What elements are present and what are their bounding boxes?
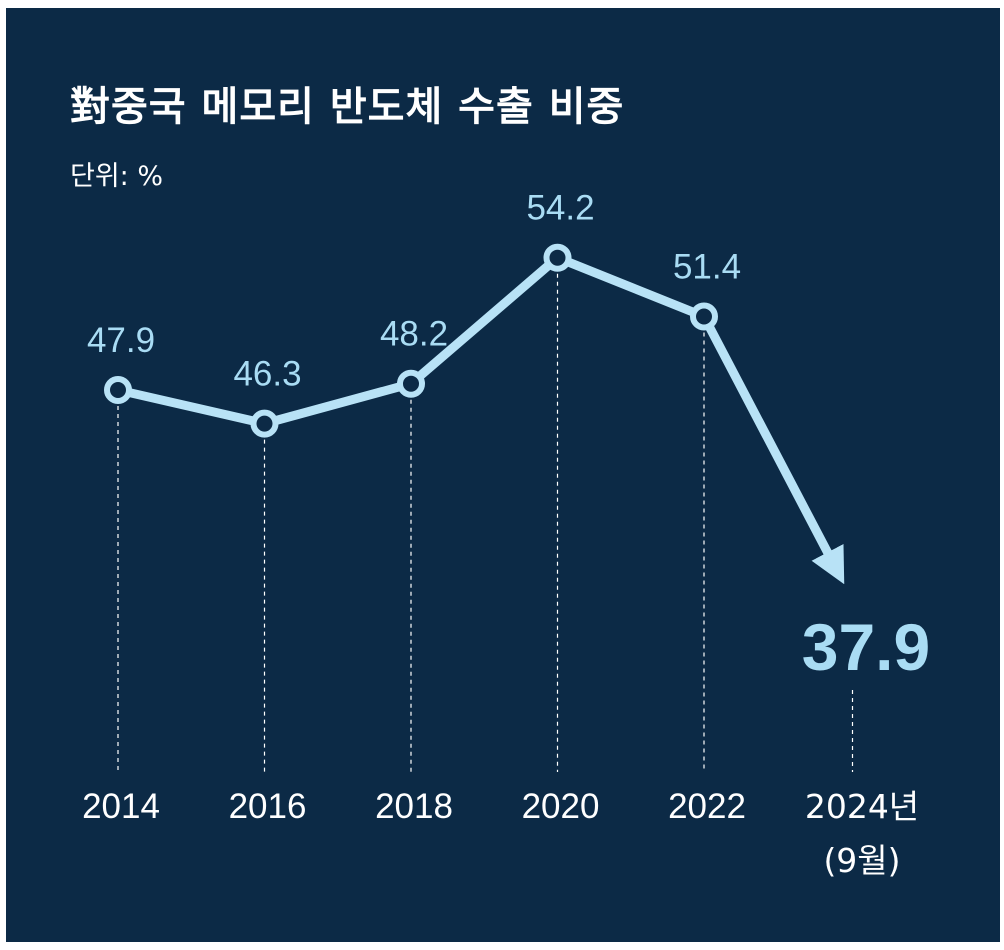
unit-label: 단위: % [70, 161, 164, 192]
chart-title: 對중국 메모리 반도체 수출 비중 [70, 84, 625, 130]
value-label-2022: 51.4 [673, 248, 741, 287]
value-label-2014: 47.9 [87, 321, 155, 360]
x-label-2020: 2020 [522, 787, 600, 826]
value-label-2020: 54.2 [526, 189, 594, 228]
value-label-2024년: 37.9 [802, 610, 930, 684]
x-sublabel-2024년: (9월) [823, 841, 900, 880]
x-axis-labels: 2014 2016 2018 2020 2022 2024년 (9월) [82, 787, 919, 880]
value-label-2016: 46.3 [233, 355, 301, 394]
point-marker-2014 [104, 376, 132, 404]
point-marker-2018 [397, 369, 425, 398]
point-markers [104, 243, 718, 438]
trend-arrow [699, 312, 845, 585]
point-marker-2020 [543, 243, 572, 272]
x-label-2022: 2022 [668, 787, 746, 826]
point-marker-2022 [690, 302, 718, 331]
chart-card: 對중국 메모리 반도체 수출 비중 단위: % [6, 8, 1000, 942]
value-label-2018: 48.2 [380, 315, 448, 354]
series-line [113, 253, 845, 585]
guide-lines [117, 273, 854, 772]
value-labels: 47.9 46.3 48.2 54.2 51.4 37.9 [87, 189, 930, 684]
x-label-2016: 2016 [229, 787, 307, 826]
x-label-2018: 2018 [375, 787, 453, 826]
x-label-2024년: 2024년 [805, 787, 919, 826]
point-marker-2016 [250, 409, 279, 438]
x-label-2014: 2014 [82, 787, 160, 826]
